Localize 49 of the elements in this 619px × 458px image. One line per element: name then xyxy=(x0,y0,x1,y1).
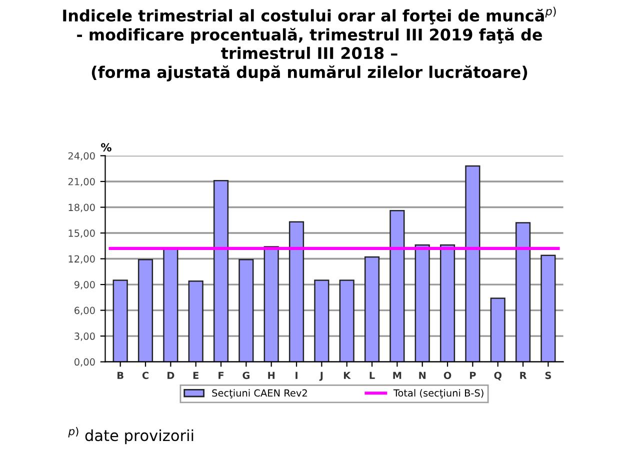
y-tick-label: 6,00 xyxy=(74,306,95,316)
x-tick-label: L xyxy=(370,372,375,379)
bar xyxy=(264,246,279,362)
y-tick-label: 24,00 xyxy=(68,152,95,161)
bar xyxy=(339,280,354,362)
x-tick-label: Q xyxy=(494,372,502,380)
x-tick-label: J xyxy=(319,372,323,381)
x-tick-label: R xyxy=(520,372,527,379)
bar xyxy=(364,256,380,362)
bar xyxy=(414,244,430,362)
x-tick-label: G xyxy=(242,372,250,380)
y-tick-label: 3,00 xyxy=(74,332,95,341)
x-tick-label: K xyxy=(344,372,351,379)
bar xyxy=(288,221,304,362)
bar xyxy=(213,180,229,362)
legend-label: Total (secţiuni B-S) xyxy=(393,389,484,398)
y-tick-label: 9,00 xyxy=(74,281,95,290)
y-tick-label: 18,00 xyxy=(68,204,95,212)
bar xyxy=(112,280,128,362)
text: $^{p)}$ date provizorii xyxy=(68,426,194,444)
x-tick-label: B xyxy=(118,372,124,379)
x-tick-label: F xyxy=(218,372,224,379)
y-tick-label: 21,00 xyxy=(68,178,95,186)
bar xyxy=(138,259,154,362)
x-tick-label: C xyxy=(142,372,148,380)
bar xyxy=(515,222,531,362)
y-axis-title: % xyxy=(101,143,112,152)
bar xyxy=(540,254,556,362)
x-tick-label: S xyxy=(545,372,551,380)
bar xyxy=(188,280,204,362)
x-tick-label: E xyxy=(193,372,198,379)
x-tick-label: N xyxy=(419,372,426,379)
x-tick-label: H xyxy=(268,372,275,379)
x-tick-label: O xyxy=(444,372,452,380)
bar xyxy=(238,259,254,362)
bar xyxy=(314,280,330,362)
legend-label: Secţiuni CAEN Rev2 xyxy=(212,389,307,398)
bar xyxy=(440,244,456,362)
bar xyxy=(490,298,506,362)
y-tick-label: 12,00 xyxy=(68,255,95,264)
y-tick-label: 15,00 xyxy=(68,229,95,238)
y-tick-label: 0,00 xyxy=(74,358,95,367)
bar xyxy=(465,165,480,362)
bar xyxy=(390,210,405,362)
x-tick-label: D xyxy=(168,372,174,379)
x-tick-label: M xyxy=(393,372,402,379)
x-tick-label: P xyxy=(470,372,476,379)
x-tick-label: I xyxy=(296,372,298,379)
chart-title: Indicele trimestrial al costului orar al forţei de muncă$^{p)}$ - modificare procentuală, trimestrul III 2019 faţă de trimestrul III 2018 – (forma ajustată după numărul zilelor lucrătoare) xyxy=(63,6,556,82)
